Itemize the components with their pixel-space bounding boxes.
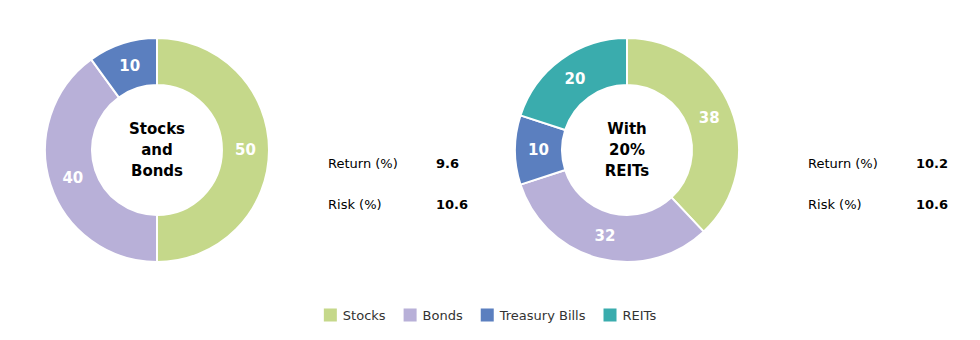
data-labels: 38 32 10 20 [528, 70, 720, 245]
legend-item: Stocks [324, 308, 386, 323]
stat-value: 10.2 [916, 156, 948, 171]
data-labels: 50 40 10 [62, 57, 256, 186]
data-label: 10 [119, 57, 140, 75]
data-label: 40 [62, 169, 83, 187]
slice [91, 38, 157, 97]
center-title: With20%REITs [605, 120, 650, 180]
data-label: 38 [699, 109, 720, 127]
center-title: StocksandBonds [129, 120, 185, 180]
slice [157, 38, 269, 262]
slice [45, 59, 157, 262]
legend: Stocks Bonds Treasury Bills REITs [324, 308, 657, 323]
stat-label: Return (%) [328, 156, 398, 171]
legend-label: Bonds [423, 308, 463, 323]
legend-item: Treasury Bills [481, 308, 586, 323]
chart-root: 50 40 10 StocksandBonds Return (%) 9.6 Risk (%… [0, 0, 980, 340]
stat-label: Return (%) [808, 156, 878, 171]
stat-value: 9.6 [436, 156, 459, 171]
legend-swatch [324, 309, 337, 322]
legend-label: Stocks [343, 308, 386, 323]
legend-label: Treasury Bills [499, 308, 586, 323]
data-label: 50 [235, 141, 256, 159]
legend-label: REITs [623, 308, 657, 323]
donut: 38 32 10 20 With20%REITs [515, 38, 739, 262]
slices [515, 38, 739, 262]
legend-item: REITs [604, 308, 657, 323]
legend-swatch [404, 309, 417, 322]
stat-label: Risk (%) [808, 197, 862, 212]
data-label: 32 [595, 227, 616, 245]
data-label: 20 [565, 70, 586, 88]
legend-swatch [481, 309, 494, 322]
slice [520, 38, 627, 130]
stat-value: 10.6 [436, 197, 468, 212]
legend-swatch [604, 309, 617, 322]
legend-item: Bonds [404, 308, 463, 323]
slice [520, 170, 703, 262]
stat-value: 10.6 [916, 197, 948, 212]
donut: 50 40 10 StocksandBonds [45, 38, 269, 262]
slices [45, 38, 269, 262]
data-label: 10 [528, 141, 549, 159]
stat-label: Risk (%) [328, 197, 382, 212]
